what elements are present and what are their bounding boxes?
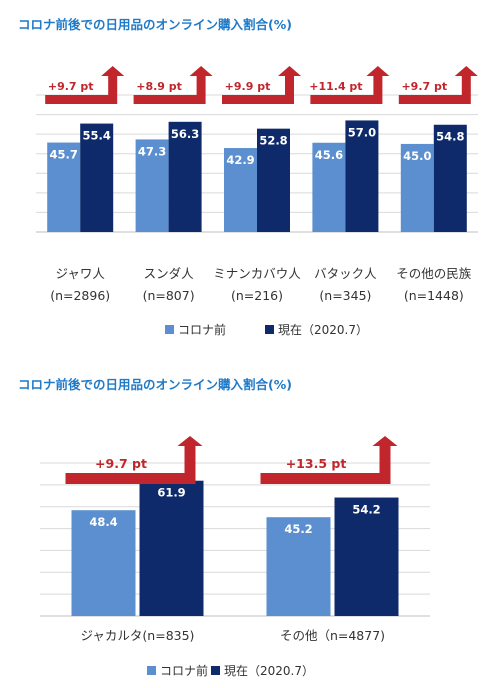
chart1-increase-arrow [133, 66, 213, 104]
chart1-legend-swatch-before [165, 325, 174, 334]
chart1-bar-now [168, 121, 202, 232]
chart2-bar-before [266, 517, 331, 616]
chart2-bar-now [334, 497, 399, 616]
chart2-increase-arrow [260, 436, 398, 484]
chart1-category-note: (n=2896) [50, 288, 110, 303]
chart1-bar-before [400, 143, 434, 232]
chart1-increase-arrow [398, 66, 478, 104]
chart1-label-before: 45.6 [315, 148, 343, 162]
chart2-label-now: 61.9 [157, 486, 185, 500]
chart1-category-note: (n=345) [319, 288, 371, 303]
chart2-title: コロナ前後での日用品のオンライン購入割合(%) [18, 377, 292, 392]
chart2-bar-now [139, 480, 204, 616]
chart1-category-note: (n=216) [231, 288, 283, 303]
chart2-legend-swatch-now [211, 666, 220, 675]
chart1-label-now: 57.0 [348, 125, 376, 139]
chart1-bar-before [135, 139, 169, 232]
chart1-label-now: 55.4 [83, 129, 111, 143]
chart2-label-before: 48.4 [89, 515, 117, 529]
chart2-legend-before: コロナ前 [160, 663, 208, 678]
chart2-label-before: 45.2 [284, 522, 312, 536]
chart1-increase-label: +9.7 pt [48, 80, 94, 93]
chart1-label-now: 52.8 [259, 134, 287, 148]
chart1-label-before: 42.9 [226, 153, 254, 167]
chart1-svg: 45.7 55.4 +9.7 pt ジャワ人 (n=2896) 47.3 56.3 +8.9 … [36, 66, 478, 337]
chart1-bar-now [80, 123, 114, 232]
chart1-increase-arrow [222, 66, 301, 104]
chart1-bar-now [345, 120, 379, 232]
chart2-bar-before [71, 510, 136, 616]
chart1-category-note: (n=1448) [404, 288, 464, 303]
chart1-increase-arrow [45, 66, 125, 104]
chart1-increase-label: +11.4 pt [309, 80, 362, 93]
chart1-label-before: 47.3 [138, 144, 166, 158]
chart1-label-now: 56.3 [171, 127, 199, 141]
chart1-increase-arrow [310, 66, 390, 104]
chart1-label-before: 45.0 [403, 149, 431, 163]
chart1-bar-now [257, 128, 290, 232]
chart1-legend-now: 現在（2020.7） [278, 323, 368, 337]
chart2-increase-label: +13.5 pt [286, 456, 347, 471]
chart2-legend-swatch-before [147, 666, 156, 675]
chart2-category-label: ジャカルタ(n=835) [81, 628, 195, 643]
chart1-category-label: ジャワ人 [56, 266, 106, 281]
chart1-category-label: スンダ人 [144, 266, 195, 281]
chart1-label-before: 45.7 [50, 148, 78, 162]
chart2-category-label: その他（n=4877) [280, 628, 385, 643]
chart1-legend-before: コロナ前 [178, 322, 226, 337]
chart2-label-now: 54.2 [352, 503, 380, 517]
chart1-category-label: その他の民族 [396, 266, 472, 281]
chart1-legend-swatch-now [265, 325, 274, 334]
chart1-bar-now [433, 124, 467, 232]
chart2-legend-now: 現在（2020.7） [224, 664, 314, 678]
chart1-category-label: バタック人 [314, 266, 377, 281]
chart1-bar-before [312, 142, 346, 232]
chart1-increase-label: +9.9 pt [225, 80, 271, 93]
chart1-category-label: ミナンカバウ人 [213, 266, 301, 281]
chart2-increase-arrow [65, 436, 203, 484]
chart1-title: コロナ前後での日用品のオンライン購入割合(%) [18, 17, 292, 32]
chart1-increase-label: +8.9 pt [136, 80, 182, 93]
chart1-category-note: (n=807) [143, 288, 195, 303]
chart2-increase-label: +9.7 pt [95, 456, 147, 471]
chart1-label-now: 54.8 [436, 130, 464, 144]
chart1-increase-label: +9.7 pt [401, 80, 447, 93]
chart1-bar-before [224, 148, 257, 232]
chart1-bar-before [47, 142, 81, 232]
